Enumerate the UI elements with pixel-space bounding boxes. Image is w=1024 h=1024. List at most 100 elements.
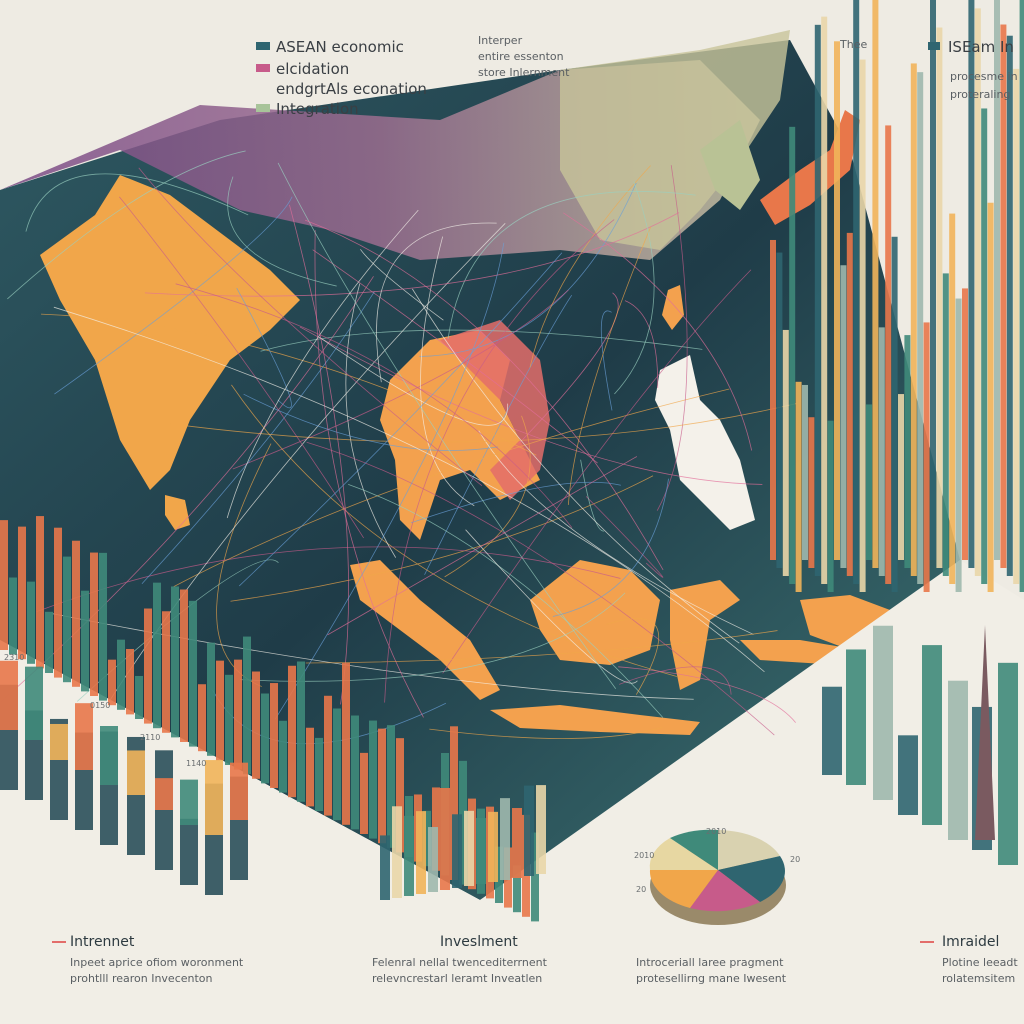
connection-line: [656, 165, 688, 511]
bar: [270, 683, 278, 788]
connection-line: [239, 592, 626, 682]
connection-line: [53, 306, 765, 673]
bar: [802, 384, 808, 560]
connection-line: [411, 288, 740, 644]
bar: [898, 735, 918, 815]
legend-item: ASEAN economic: [276, 38, 404, 56]
bar: [853, 0, 860, 584]
pie-label: 20: [636, 885, 646, 894]
connection-line: [141, 291, 375, 585]
bar: [180, 589, 188, 742]
connection-line: [305, 630, 778, 664]
bar: [440, 787, 450, 890]
connection-line: [580, 459, 605, 532]
connection-line: [314, 230, 424, 718]
connection-line: [429, 726, 663, 739]
bar: [155, 778, 173, 810]
bar: [396, 738, 404, 853]
connection-line: [518, 292, 619, 444]
legend-item: Integration: [276, 100, 359, 118]
bar: [324, 695, 332, 816]
connection-line: [299, 326, 763, 485]
bar: [531, 832, 539, 922]
connection-line: [277, 162, 617, 689]
connection-line: [419, 182, 637, 357]
connection-line: [312, 249, 598, 464]
connection-line: [442, 269, 752, 674]
bar: [495, 846, 503, 903]
note-line: Interper: [478, 34, 523, 47]
bar: [416, 811, 426, 894]
connection-line: [376, 222, 497, 383]
connection-line: [36, 546, 621, 613]
bar: [315, 737, 323, 811]
connection-line: [567, 226, 652, 505]
sumatra: [350, 560, 500, 700]
bar: [859, 59, 866, 592]
bar: [821, 16, 828, 585]
bar: [873, 625, 893, 800]
bar: [81, 590, 89, 692]
bar: [0, 520, 8, 650]
bar: [27, 581, 35, 664]
bar: [1000, 24, 1007, 569]
bar: [923, 322, 930, 592]
bar: [155, 750, 173, 870]
connection-line: [318, 336, 509, 426]
bar: [18, 526, 26, 660]
bar: [962, 288, 968, 560]
connection-line: [420, 236, 475, 507]
caption-title: Imraidel: [942, 934, 999, 950]
bar: [234, 659, 242, 770]
connection-line: [410, 481, 621, 524]
bar: [216, 660, 224, 761]
connection-line: [227, 176, 337, 287]
bar: [180, 779, 198, 825]
caption-line: Plotine leeadt: [942, 956, 1018, 969]
connection-line: [170, 403, 797, 443]
bar: [306, 727, 314, 807]
connection-line: [600, 310, 613, 411]
connection-line: [236, 287, 292, 409]
bar: [452, 814, 462, 888]
bar: [1019, 0, 1024, 593]
connection-line: [173, 388, 730, 587]
bar: [423, 810, 431, 867]
bar: [846, 649, 866, 785]
connection-line: [54, 196, 293, 395]
india: [40, 175, 300, 490]
bar: [180, 818, 198, 885]
bar: [968, 0, 975, 569]
bar: [126, 648, 134, 715]
bar: [981, 108, 988, 584]
caption-title: Inveslment: [440, 934, 518, 950]
connection-line: [384, 219, 615, 703]
bar: [207, 642, 215, 756]
philippines: [655, 355, 755, 530]
bar: [885, 125, 892, 585]
connection-line: [144, 212, 680, 297]
axis-label: 2310: [4, 653, 24, 662]
bar: [834, 41, 840, 560]
bar: [189, 600, 197, 747]
bar: [827, 420, 834, 592]
bar: [288, 665, 296, 798]
note-line: store Inlernment: [478, 66, 570, 79]
bar: [872, 0, 879, 568]
bar: [0, 660, 18, 730]
connection-line: [614, 181, 655, 395]
bar: [789, 126, 796, 584]
bar: [351, 715, 359, 830]
connection-line: [424, 294, 573, 575]
connection-line: [306, 441, 775, 736]
bar: [72, 540, 80, 687]
bar: [205, 760, 223, 835]
spike: [975, 625, 995, 840]
connection-line: [238, 252, 563, 587]
bar: [1006, 35, 1013, 576]
bar: [536, 785, 546, 874]
connection-line: [260, 329, 703, 352]
bar: [942, 273, 949, 576]
bar: [949, 213, 956, 584]
